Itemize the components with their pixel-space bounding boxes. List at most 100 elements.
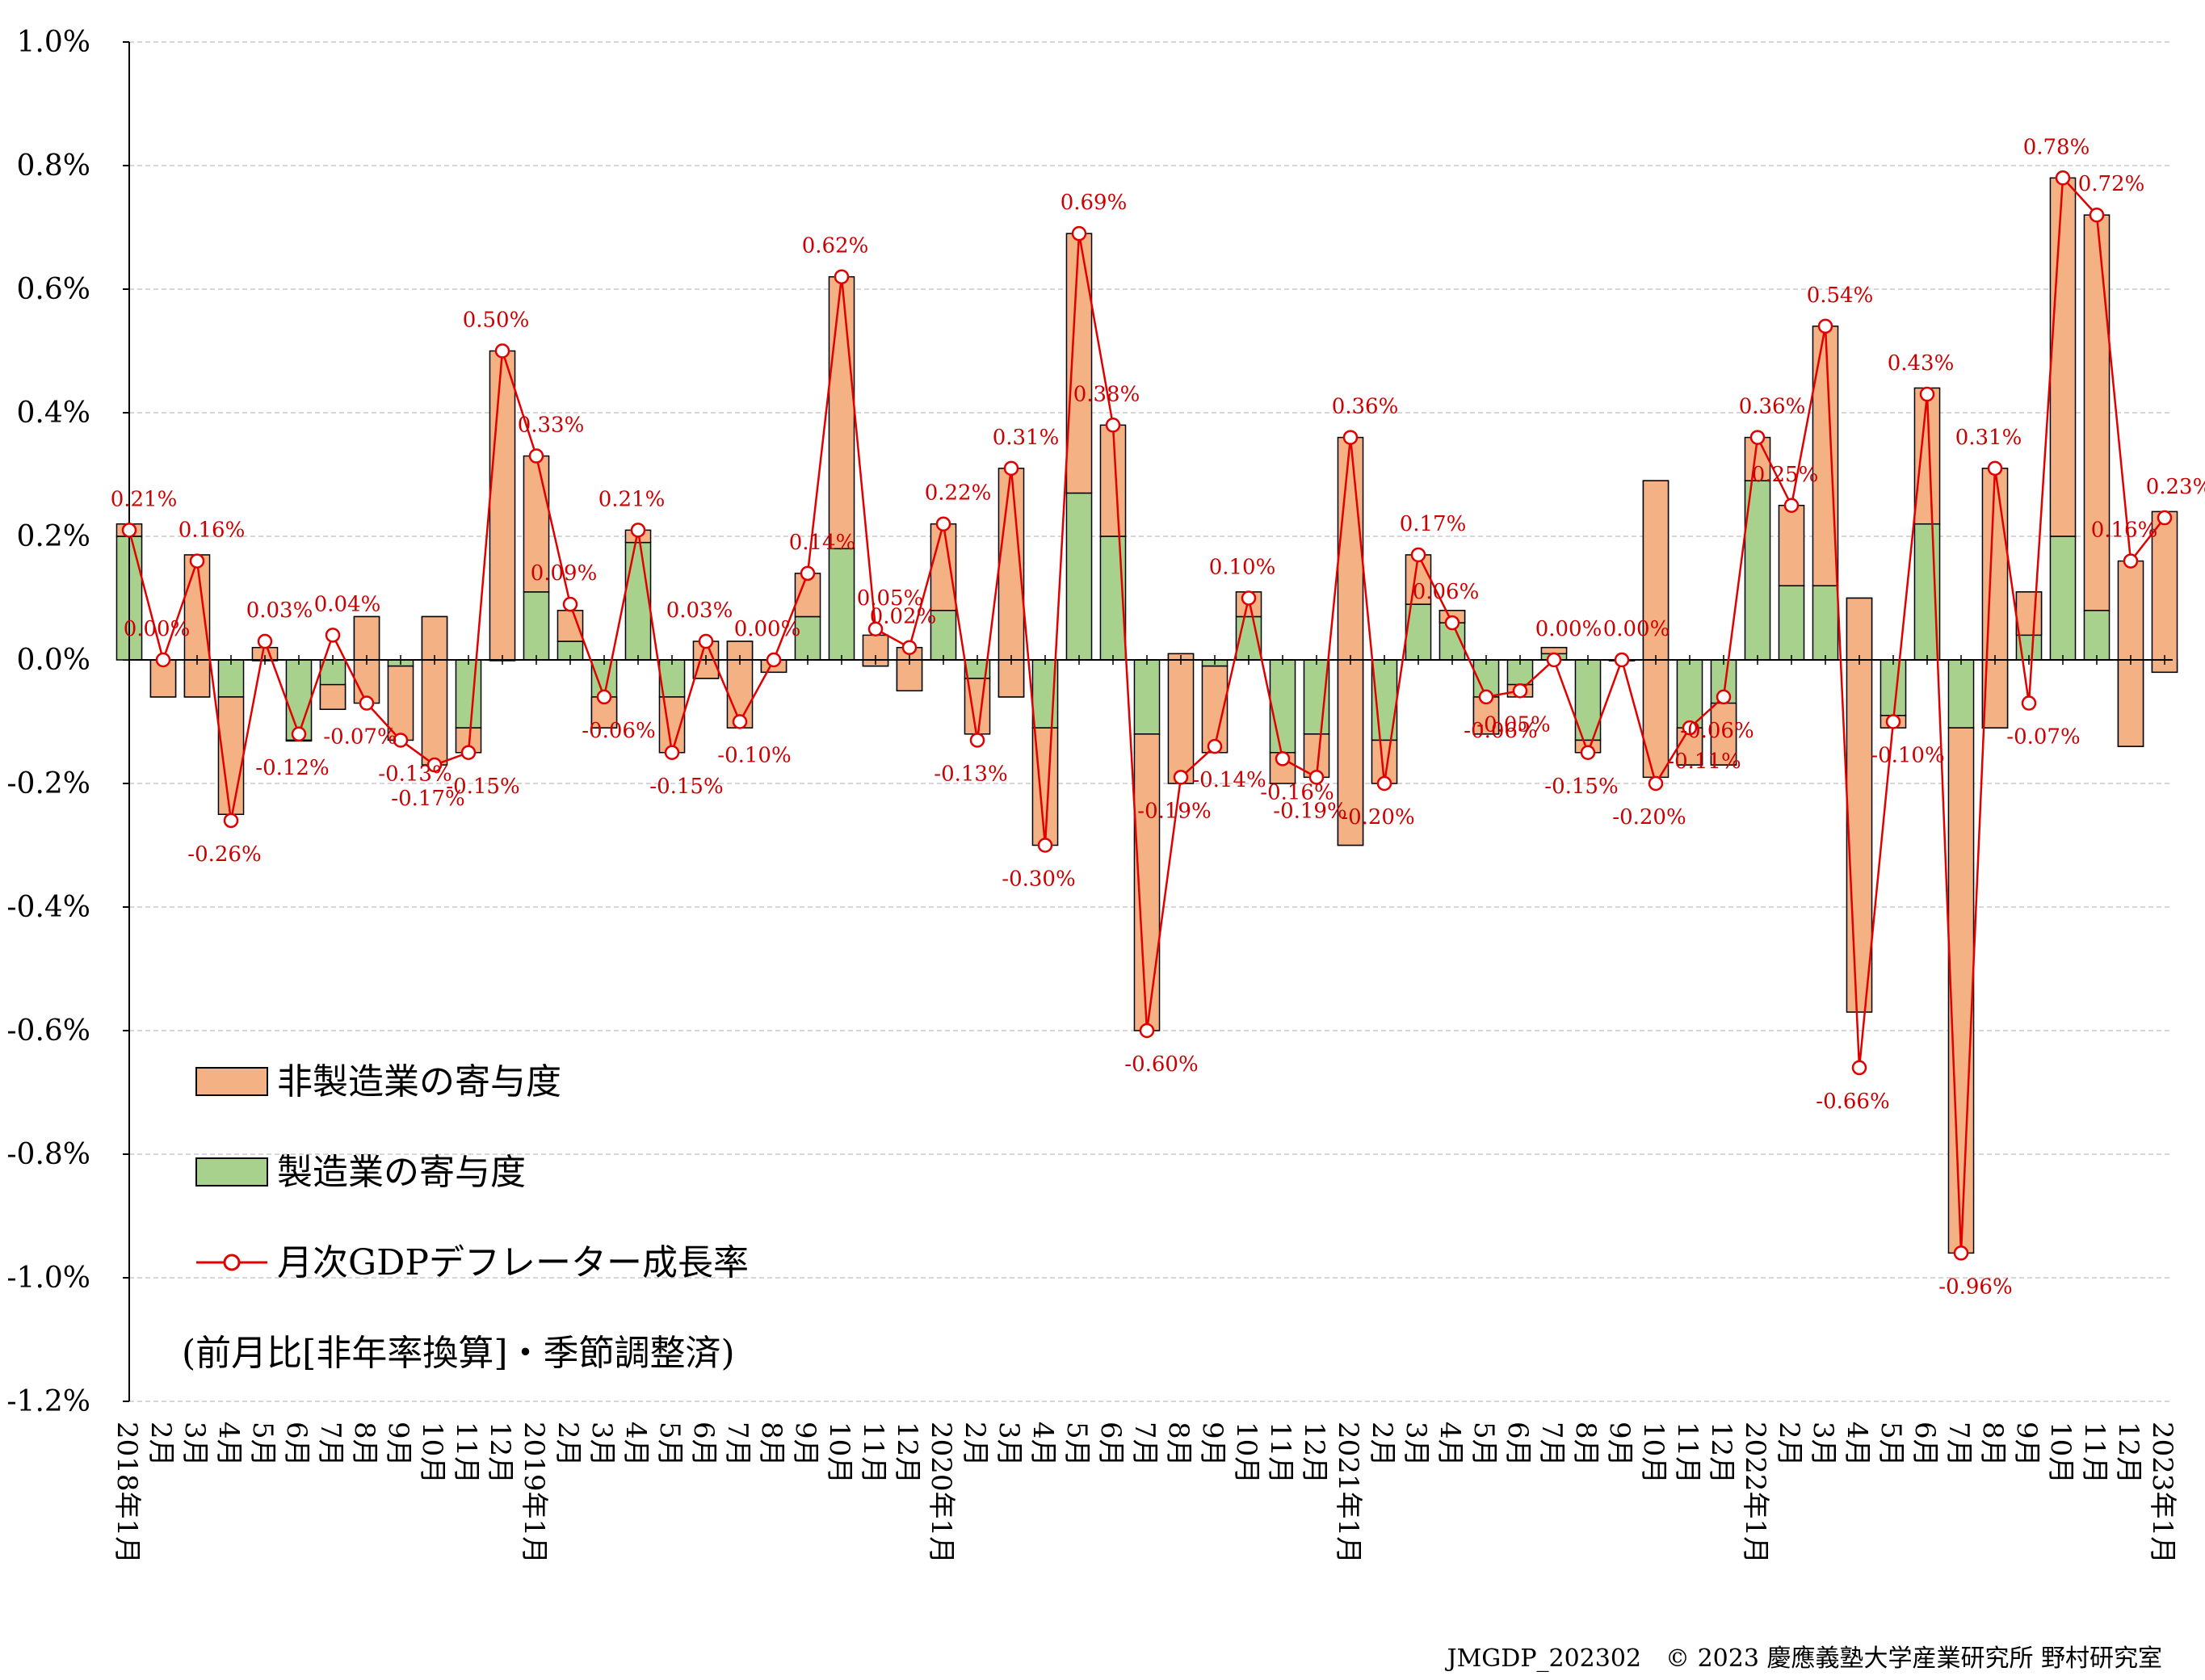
data-label: 0.33% bbox=[518, 414, 585, 438]
x-tick-label: 3月 bbox=[178, 1422, 211, 1467]
data-label: -0.07% bbox=[2006, 725, 2080, 750]
deflator-point bbox=[121, 523, 137, 538]
x-tick-label: 5月 bbox=[1875, 1422, 1907, 1467]
deflator-point bbox=[596, 689, 612, 705]
data-label: 0.03% bbox=[666, 598, 733, 623]
x-tick-label: 7月 bbox=[1942, 1422, 1975, 1467]
deflator-point bbox=[562, 596, 578, 612]
data-label: 0.36% bbox=[1739, 395, 1806, 419]
legend-swatch-manufacturing bbox=[195, 1157, 268, 1186]
bar-manufacturing bbox=[1880, 659, 1907, 716]
legend-swatch-nonmanufacturing bbox=[195, 1067, 268, 1096]
bar-manufacturing bbox=[658, 659, 686, 698]
x-tick-label: 5月 bbox=[246, 1422, 279, 1467]
deflator-point bbox=[1512, 683, 1528, 699]
x-tick-label: 7月 bbox=[1535, 1422, 1568, 1467]
y-tick-label: -0.4% bbox=[6, 891, 90, 924]
data-label: 0.36% bbox=[1332, 395, 1399, 419]
data-label: -0.19% bbox=[1273, 799, 1346, 823]
deflator-point bbox=[1580, 745, 1596, 760]
legend-label-manufacturing: 製造業の寄与度 bbox=[277, 1152, 526, 1193]
y-tick-label: -1.2% bbox=[6, 1385, 90, 1418]
x-tick-label: 2月 bbox=[959, 1422, 991, 1467]
deflator-point bbox=[393, 733, 409, 748]
x-tick-label: 10月 bbox=[1637, 1422, 1670, 1484]
bar-manufacturing bbox=[1065, 492, 1093, 661]
data-label: -0.20% bbox=[1612, 805, 1686, 830]
x-tick-label: 8月 bbox=[1569, 1422, 1602, 1467]
bar-manufacturing bbox=[2083, 610, 2110, 661]
bar-manufacturing bbox=[455, 659, 482, 729]
data-label: -0.06% bbox=[1680, 719, 1754, 743]
deflator-point bbox=[1546, 652, 1562, 668]
bar-nonmanufacturing bbox=[1405, 554, 1432, 605]
data-label: -0.60% bbox=[1124, 1052, 1198, 1077]
deflator-point bbox=[1037, 838, 1053, 853]
y-tick-labels: 1.0% 0.8% 0.6% 0.4% 0.2% 0.0% -0.2% -0.4% -0.6% -… bbox=[6, 26, 90, 1418]
x-tick-label: 2022年1月 bbox=[1739, 1422, 1771, 1564]
x-tick-label: 10月 bbox=[823, 1422, 855, 1484]
bar-manufacturing bbox=[624, 541, 652, 661]
data-label: 0.50% bbox=[463, 309, 530, 333]
data-label: 0.38% bbox=[1073, 382, 1140, 406]
data-label: -0.07% bbox=[323, 725, 397, 750]
chart-note: (前月比[非年率換算]・季節調整済) bbox=[182, 1333, 735, 1374]
x-tick-label: 9月 bbox=[1196, 1422, 1228, 1467]
bar-nonmanufacturing bbox=[1947, 727, 1975, 1254]
data-label: 0.10% bbox=[1209, 556, 1276, 580]
bar-manufacturing bbox=[1744, 480, 1771, 661]
data-label: 0.69% bbox=[1060, 191, 1128, 215]
bar-nonmanufacturing bbox=[2049, 177, 2077, 537]
data-label: -0.20% bbox=[1341, 805, 1414, 830]
x-tick-label: 6月 bbox=[280, 1422, 313, 1467]
x-tick-label: 7月 bbox=[314, 1422, 346, 1467]
data-label: 0.17% bbox=[1400, 512, 1467, 536]
bar-manufacturing bbox=[523, 591, 550, 661]
deflator-point bbox=[1478, 689, 1494, 705]
deflator-point bbox=[664, 745, 680, 760]
bar-nonmanufacturing bbox=[1676, 727, 1703, 766]
data-label: 0.21% bbox=[111, 487, 178, 511]
x-tick-label: 5月 bbox=[653, 1422, 686, 1467]
x-tick-label: 10月 bbox=[2044, 1422, 2077, 1484]
y-tick-label: -0.8% bbox=[6, 1138, 90, 1171]
x-tick-label: 11月 bbox=[1671, 1422, 1703, 1484]
bar-nonmanufacturing bbox=[862, 634, 889, 667]
deflator-point bbox=[359, 695, 375, 711]
deflator-point bbox=[1241, 590, 1257, 606]
credit: JMGDP_202302 © 2023 慶應義塾大学産業研究所 野村研究室 bbox=[1445, 1644, 2162, 1673]
deflator-point bbox=[528, 448, 544, 464]
data-label: 0.25% bbox=[1752, 463, 1819, 487]
bar-nonmanufacturing bbox=[489, 350, 516, 661]
x-tick-label: 12月 bbox=[484, 1422, 516, 1484]
x-tick-label: 8月 bbox=[348, 1422, 380, 1467]
data-label: -0.26% bbox=[187, 842, 261, 867]
data-label: -0.15% bbox=[446, 775, 519, 799]
deflator-point bbox=[698, 633, 714, 649]
data-label: -0.05% bbox=[1476, 712, 1550, 737]
x-tick-label: 11月 bbox=[857, 1422, 889, 1484]
deflator-point bbox=[630, 523, 646, 538]
deflator-point bbox=[732, 714, 748, 729]
x-tick-label: 6月 bbox=[1094, 1422, 1127, 1467]
deflator-point bbox=[155, 652, 171, 668]
deflator-point bbox=[1919, 386, 1935, 402]
x-tick-label: 2月 bbox=[145, 1422, 177, 1467]
x-tick-label: 2月 bbox=[1366, 1422, 1398, 1467]
bar-manufacturing bbox=[1133, 659, 1161, 735]
x-tick-label: 6月 bbox=[1909, 1422, 1941, 1467]
bar-manufacturing bbox=[794, 615, 821, 661]
deflator-point bbox=[426, 757, 443, 773]
data-label: 0.78% bbox=[2023, 135, 2090, 159]
bar-nonmanufacturing bbox=[1846, 597, 1873, 1013]
x-tick-label: 12月 bbox=[1298, 1422, 1330, 1484]
data-label: -0.13% bbox=[378, 762, 452, 786]
deflator-point bbox=[901, 640, 918, 655]
bar-nonmanufacturing bbox=[1642, 480, 1670, 779]
deflator-point bbox=[1851, 1060, 1867, 1076]
deflator-point bbox=[1987, 460, 2003, 477]
deflator-line bbox=[121, 170, 2173, 1261]
data-label: 0.62% bbox=[802, 234, 869, 258]
deflator-point bbox=[2055, 170, 2071, 186]
